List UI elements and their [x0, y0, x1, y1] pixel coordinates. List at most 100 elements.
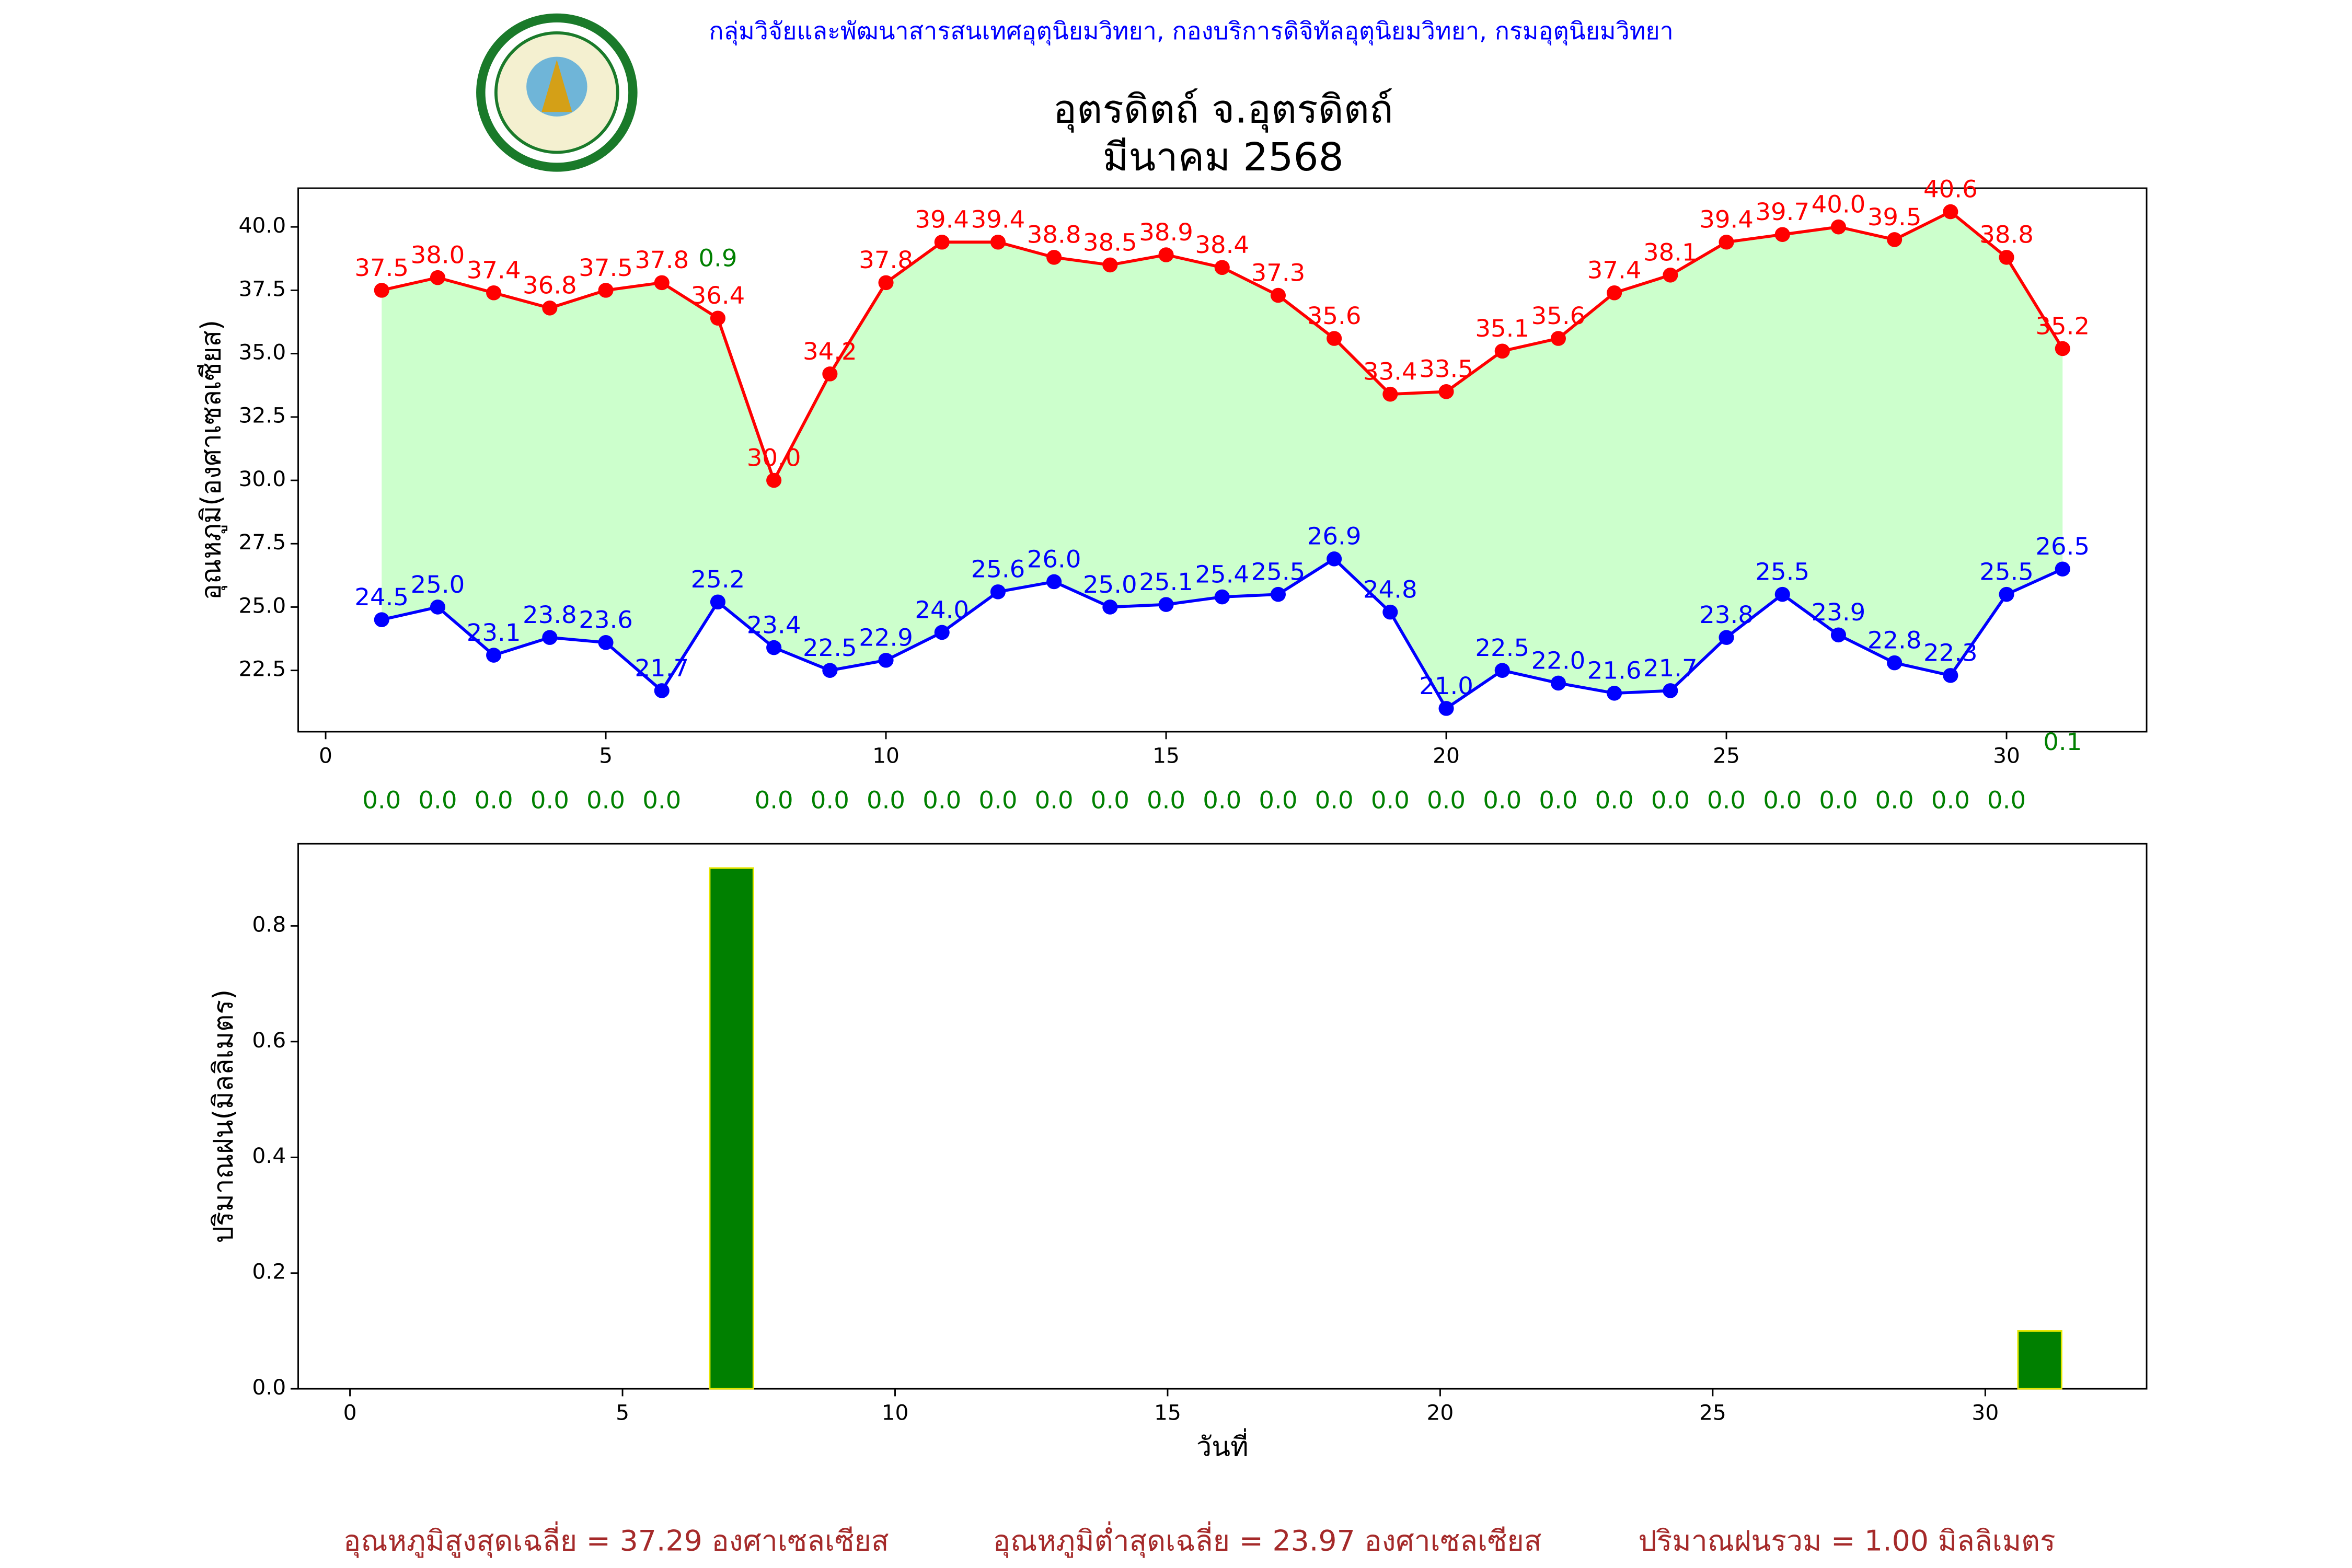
data-point	[1999, 586, 2014, 602]
data-point	[1327, 331, 1342, 346]
data-label: 25.0	[1083, 570, 1137, 598]
data-point	[1887, 232, 1903, 247]
footer-text: อุณหภูมิสูงสุดเฉลี่ย = 37.29 องศาเซลเซีย…	[343, 1521, 889, 1558]
data-label: 22.3	[1923, 639, 1978, 666]
rain-label: 0.9	[698, 244, 737, 272]
data-label: 38.4	[1195, 231, 1249, 259]
data-point	[1607, 686, 1622, 701]
rain-label: 0.0	[1595, 786, 1634, 814]
y-tick-label: 30.0	[239, 467, 286, 491]
rain-label: 0.0	[867, 786, 905, 814]
rain-label: 0.0	[1987, 786, 2026, 814]
data-point	[1494, 343, 1510, 359]
data-label: 23.8	[523, 601, 577, 628]
data-point	[374, 612, 389, 627]
chart-subtitle: มีนาคม 2568	[1103, 134, 1344, 180]
data-point	[878, 275, 894, 291]
rain-label: 0.0	[1147, 786, 1185, 814]
y-tick-label: 0.6	[252, 1028, 286, 1053]
data-point	[1382, 604, 1398, 620]
data-point	[598, 635, 614, 650]
data-label: 25.5	[1251, 558, 1306, 585]
rain-label: 0.0	[1259, 786, 1297, 814]
rain-label: 0.0	[531, 786, 569, 814]
x-tick-label: 0	[319, 744, 332, 768]
data-point	[710, 594, 725, 610]
data-label: 23.1	[467, 618, 521, 646]
data-label: 37.3	[1251, 259, 1306, 286]
data-label: 25.6	[971, 555, 1025, 583]
y-tick-label: 0.4	[252, 1144, 286, 1169]
data-point	[1158, 597, 1174, 612]
data-point	[1046, 250, 1062, 265]
data-label: 25.1	[1139, 568, 1193, 595]
bar	[2017, 1330, 2062, 1390]
data-point	[654, 275, 670, 291]
data-point	[1102, 257, 1118, 273]
data-point	[1719, 234, 1734, 250]
data-point	[766, 640, 782, 655]
rain-label: 0.0	[586, 786, 625, 814]
rain-label: 0.0	[1091, 786, 1129, 814]
data-point	[1887, 655, 1903, 671]
plot-frame	[297, 843, 2148, 1390]
data-point	[1663, 683, 1678, 698]
bar	[709, 867, 754, 1390]
rain-label: 0.0	[475, 786, 513, 814]
data-label: 39.4	[1699, 205, 1754, 233]
data-label: 38.1	[1643, 238, 1698, 266]
data-label: 39.5	[1867, 203, 1922, 230]
data-label: 25.5	[1979, 558, 2034, 585]
y-tick-label: 27.5	[239, 530, 286, 555]
y-tick-label: 32.5	[239, 403, 286, 428]
data-label: 36.4	[691, 282, 745, 309]
rain-label: 0.0	[978, 786, 1017, 814]
data-label: 26.0	[1027, 545, 1081, 573]
data-label: 24.5	[354, 583, 409, 610]
data-point	[822, 366, 838, 382]
data-point	[486, 648, 502, 663]
y-tick-label: 0.2	[252, 1260, 286, 1284]
data-label: 23.4	[747, 611, 801, 639]
data-label: 37.8	[859, 246, 913, 274]
data-label: 33.4	[1363, 358, 1417, 385]
data-label: 33.5	[1419, 355, 1473, 383]
data-point	[990, 234, 1006, 250]
data-point	[2055, 561, 2070, 577]
data-label: 21.7	[635, 654, 689, 682]
data-label: 35.1	[1475, 315, 1529, 342]
data-label: 22.5	[1475, 633, 1529, 661]
data-point	[1607, 285, 1622, 301]
x-tick-label: 20	[1427, 1401, 1454, 1425]
x-tick-label: 10	[872, 744, 900, 768]
data-label: 38.8	[1979, 221, 2034, 248]
data-point	[766, 472, 782, 488]
x-tick-label: 25	[1713, 744, 1740, 768]
data-point	[1830, 219, 1847, 235]
data-point	[1158, 247, 1174, 262]
data-label: 35.6	[1531, 302, 1586, 329]
chart-title: อุตรดิตถ์ จ.อุตรดิตถ์	[1053, 86, 1393, 133]
x-tick-label: 0	[343, 1401, 357, 1425]
y-axis-label: อุณหภูมิ(องศาเซลเซียส)	[195, 320, 228, 600]
data-point	[1494, 663, 1510, 678]
data-point	[2055, 341, 2070, 356]
data-point	[1438, 701, 1454, 716]
data-label: 38.0	[411, 241, 465, 269]
data-point	[1102, 599, 1118, 615]
data-point	[1663, 268, 1678, 283]
data-label: 38.5	[1083, 228, 1137, 256]
data-label: 22.8	[1867, 626, 1922, 654]
data-point	[1999, 250, 2014, 265]
data-point	[542, 630, 558, 645]
rain-label: 0.0	[1315, 786, 1354, 814]
data-label: 34.2	[803, 337, 857, 365]
data-point	[430, 599, 445, 615]
rain-label: 0.0	[418, 786, 457, 814]
rain-label: 0.0	[1035, 786, 1074, 814]
data-label: 21.0	[1419, 672, 1473, 699]
rain-label: 0.0	[1763, 786, 1802, 814]
rain-label: 0.0	[1931, 786, 1970, 814]
x-tick-label: 15	[1152, 744, 1180, 768]
